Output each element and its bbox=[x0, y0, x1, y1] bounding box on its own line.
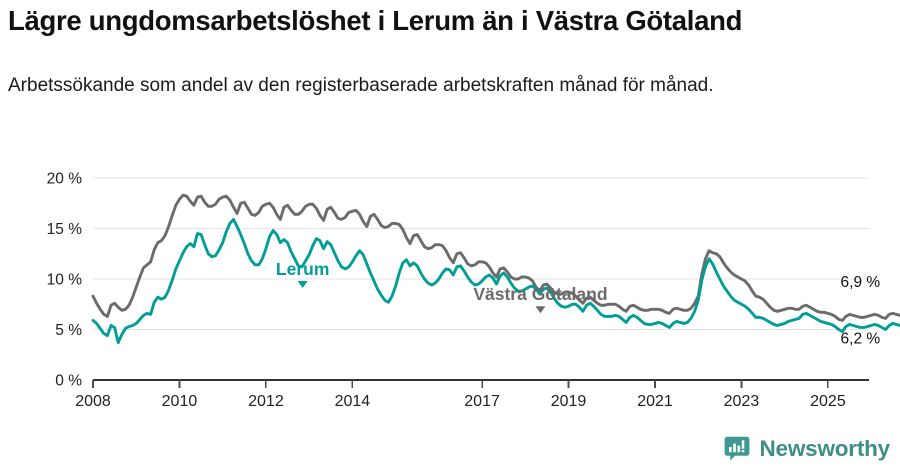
x-axis-tick-label: 2021 bbox=[637, 393, 673, 410]
x-axis-tick-label: 2017 bbox=[464, 393, 500, 410]
y-axis-tick-label: 20 % bbox=[47, 171, 83, 188]
x-axis-tick-label: 2023 bbox=[724, 393, 760, 410]
newsworthy-logo-text: Newsworthy bbox=[759, 436, 890, 461]
x-axis-ticks-group bbox=[92, 380, 829, 388]
series-line-västra-götaland bbox=[91, 193, 900, 322]
x-axis-tick-label: 2019 bbox=[551, 393, 587, 410]
x-axis-labels-group: 2008 2010 2012 2014 2017 2019 2021 2023 2025 bbox=[75, 393, 846, 410]
x-axis-tick-label: 2014 bbox=[335, 393, 371, 410]
series-label-pointer bbox=[297, 280, 308, 288]
y-axis-tick-label: 5 % bbox=[55, 322, 82, 339]
chart-plot-area: 0 % 5 % 10 % 15 % 20 % 2008 2010 2012 2014 2017 2… bbox=[0, 150, 900, 410]
series-lines-group bbox=[91, 193, 900, 345]
series-label: Västra Götaland bbox=[473, 284, 607, 304]
y-axis-tick-label: 15 % bbox=[47, 221, 83, 238]
series-label: Lerum bbox=[276, 259, 329, 279]
x-axis-tick-label: 2010 bbox=[162, 393, 198, 410]
chart-subtitle: Arbetssökande som andel av den registerb… bbox=[8, 75, 714, 96]
series-line-lerum bbox=[91, 217, 900, 345]
newsworthy-logo[interactable]: Newsworthy bbox=[724, 432, 890, 466]
line-chart-svg: 0 %5 %10 %15 %20 % 2008 2010 2012 2014 2017 2… bbox=[47, 171, 900, 410]
series-label-pointer bbox=[535, 306, 546, 314]
endpoint-value-label: 6,9 % bbox=[841, 274, 881, 291]
bar-chart-speech-bubble-icon bbox=[724, 436, 750, 462]
gridlines-group bbox=[93, 177, 869, 381]
x-axis-tick-label: 2012 bbox=[248, 393, 284, 410]
endpoint-value-label: 6,2 % bbox=[841, 331, 881, 348]
y-axis-tick-label: 0 % bbox=[55, 373, 82, 390]
page-title: Lägre ungdomsarbetslöshet i Lerum än i V… bbox=[8, 5, 743, 36]
x-axis-tick-label: 2025 bbox=[810, 393, 846, 410]
y-axis-tick-label: 10 % bbox=[47, 272, 83, 289]
chart-annotations-group: Lerum Västra Götaland 6,9 % 6,2 % bbox=[276, 259, 880, 348]
x-axis-tick-label: 2008 bbox=[75, 393, 111, 410]
y-axis-labels-group: 0 % 5 % 10 % 15 % 20 % bbox=[47, 171, 83, 390]
